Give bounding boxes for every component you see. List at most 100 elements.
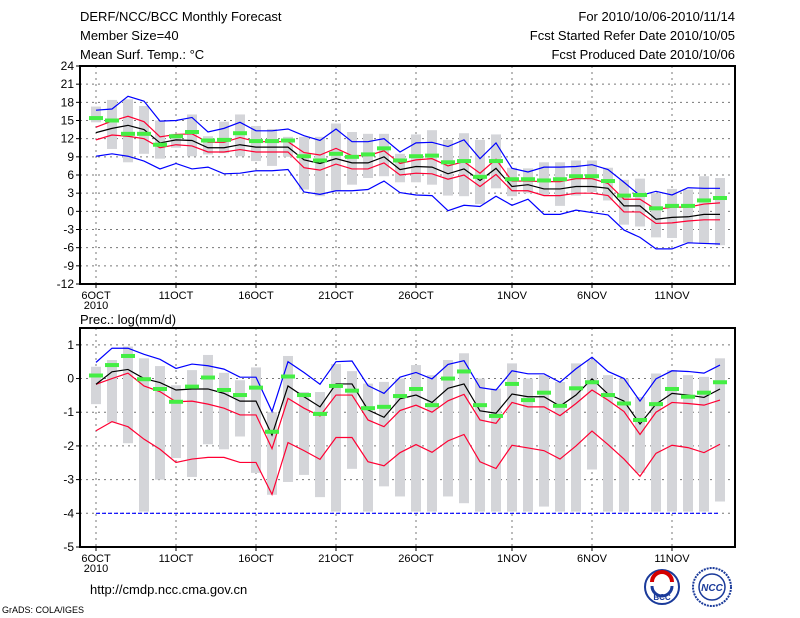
- observed-marker: [409, 154, 423, 159]
- observed-marker: [537, 390, 551, 395]
- observed-marker: [489, 413, 503, 418]
- ensemble-range-bar: [347, 371, 357, 469]
- observed-marker: [569, 386, 583, 391]
- y-tick-label: 3: [67, 186, 74, 200]
- observed-marker: [361, 406, 375, 411]
- y-tick-label: 9: [67, 150, 74, 164]
- ensemble-range-bar: [155, 366, 165, 480]
- observed-marker: [425, 403, 439, 408]
- y-tick-label: 1: [67, 338, 74, 352]
- ensemble-range-bar: [635, 178, 645, 227]
- observed-marker: [217, 137, 231, 142]
- ensemble-range-bar: [171, 385, 181, 459]
- ensemble-range-bar: [459, 133, 469, 197]
- observed-marker: [169, 399, 183, 404]
- forecast-period: For 2010/10/06-2010/11/14: [578, 9, 735, 24]
- observed-marker: [185, 384, 199, 389]
- ensemble-range-bar: [603, 375, 613, 512]
- y-tick-label: 0: [67, 204, 74, 218]
- observed-marker: [665, 203, 679, 208]
- observed-marker: [137, 377, 151, 382]
- x-tick-label: 6OCT: [81, 553, 111, 565]
- ensemble-range-bar: [587, 360, 597, 470]
- observed-marker: [537, 178, 551, 183]
- ensemble-range-bar: [571, 363, 581, 512]
- observed-marker: [105, 363, 119, 368]
- ensemble-range-bar: [395, 153, 405, 183]
- observed-marker: [169, 134, 183, 139]
- observed-marker: [297, 154, 311, 159]
- observed-marker: [601, 179, 615, 184]
- y-tick-label: -3: [63, 223, 74, 237]
- x-tick-year-label: 2010: [84, 300, 108, 312]
- x-tick-label: 21OCT: [318, 553, 354, 565]
- ensemble-range-bar: [203, 354, 213, 445]
- observed-marker: [153, 386, 167, 391]
- observed-marker: [425, 153, 439, 158]
- observed-marker: [249, 385, 263, 390]
- observed-marker: [361, 152, 375, 157]
- x-tick-label: 6NOV: [577, 290, 608, 302]
- observed-marker: [137, 131, 151, 136]
- ensemble-range-bar: [523, 378, 533, 512]
- observed-marker: [249, 139, 263, 144]
- refer-date: Fcst Started Refer Date 2010/10/05: [529, 28, 735, 43]
- ensemble-range-bar: [619, 179, 629, 225]
- x-tick-label: 11OCT: [159, 290, 194, 302]
- ensemble-range-bar: [379, 133, 389, 177]
- series-ensemble-mean: [95, 368, 721, 437]
- observed-marker: [617, 193, 631, 198]
- y-tick-label: -6: [63, 241, 74, 255]
- observed-marker: [649, 206, 663, 211]
- x-tick-label: 6NOV: [577, 553, 608, 565]
- observed-marker: [441, 376, 455, 381]
- observed-marker: [473, 174, 487, 179]
- ensemble-range-bar: [267, 412, 277, 495]
- y-tick-label: -9: [63, 259, 74, 273]
- observed-marker: [633, 192, 647, 197]
- y-tick-label: -5: [63, 540, 74, 554]
- observed-marker: [649, 402, 663, 407]
- x-tick-label: 1NOV: [497, 290, 528, 302]
- x-tick-label: 11NOV: [654, 553, 690, 565]
- observed-marker: [89, 116, 103, 121]
- observed-marker: [441, 160, 455, 165]
- ensemble-range-bar: [107, 360, 117, 423]
- ensemble-range-bar: [299, 392, 309, 475]
- observed-marker: [473, 403, 487, 408]
- observed-marker: [393, 158, 407, 163]
- series-ensemble-max: [95, 347, 721, 414]
- observed-marker: [457, 159, 471, 164]
- ensemble-range-bar: [155, 120, 165, 159]
- observed-marker: [297, 393, 311, 398]
- observed-marker: [681, 394, 695, 399]
- ensemble-range-bar: [219, 372, 229, 450]
- observed-marker: [217, 387, 231, 392]
- ensemble-range-bar: [107, 99, 117, 149]
- observed-marker: [585, 174, 599, 179]
- ensemble-range-bar: [539, 375, 549, 507]
- ensemble-range-bar: [251, 125, 261, 162]
- x-tick-year-label: 2010: [84, 563, 108, 575]
- observed-marker: [121, 131, 135, 136]
- observed-marker: [313, 158, 327, 163]
- ensemble-range-bar: [699, 376, 709, 512]
- x-tick-label: 6OCT: [81, 290, 111, 302]
- observed-marker: [329, 383, 343, 388]
- series-ensemble-min: [95, 153, 721, 250]
- ensemble-range-bar: [187, 114, 197, 157]
- x-tick-label: 21OCT: [318, 290, 354, 302]
- observed-marker: [601, 393, 615, 398]
- member-size: Member Size=40: [80, 28, 179, 43]
- ensemble-range-bar: [619, 378, 629, 512]
- ensemble-range-bar: [667, 370, 677, 512]
- ensemble-range-bar: [427, 375, 437, 512]
- observed-marker: [713, 196, 727, 201]
- source-url[interactable]: http://cmdp.ncc.cma.gov.cn: [90, 582, 248, 597]
- ensemble-range-bar: [699, 176, 709, 245]
- ensemble-range-bar: [187, 370, 197, 477]
- observed-marker: [521, 398, 535, 403]
- x-tick-label: 16OCT: [238, 553, 274, 565]
